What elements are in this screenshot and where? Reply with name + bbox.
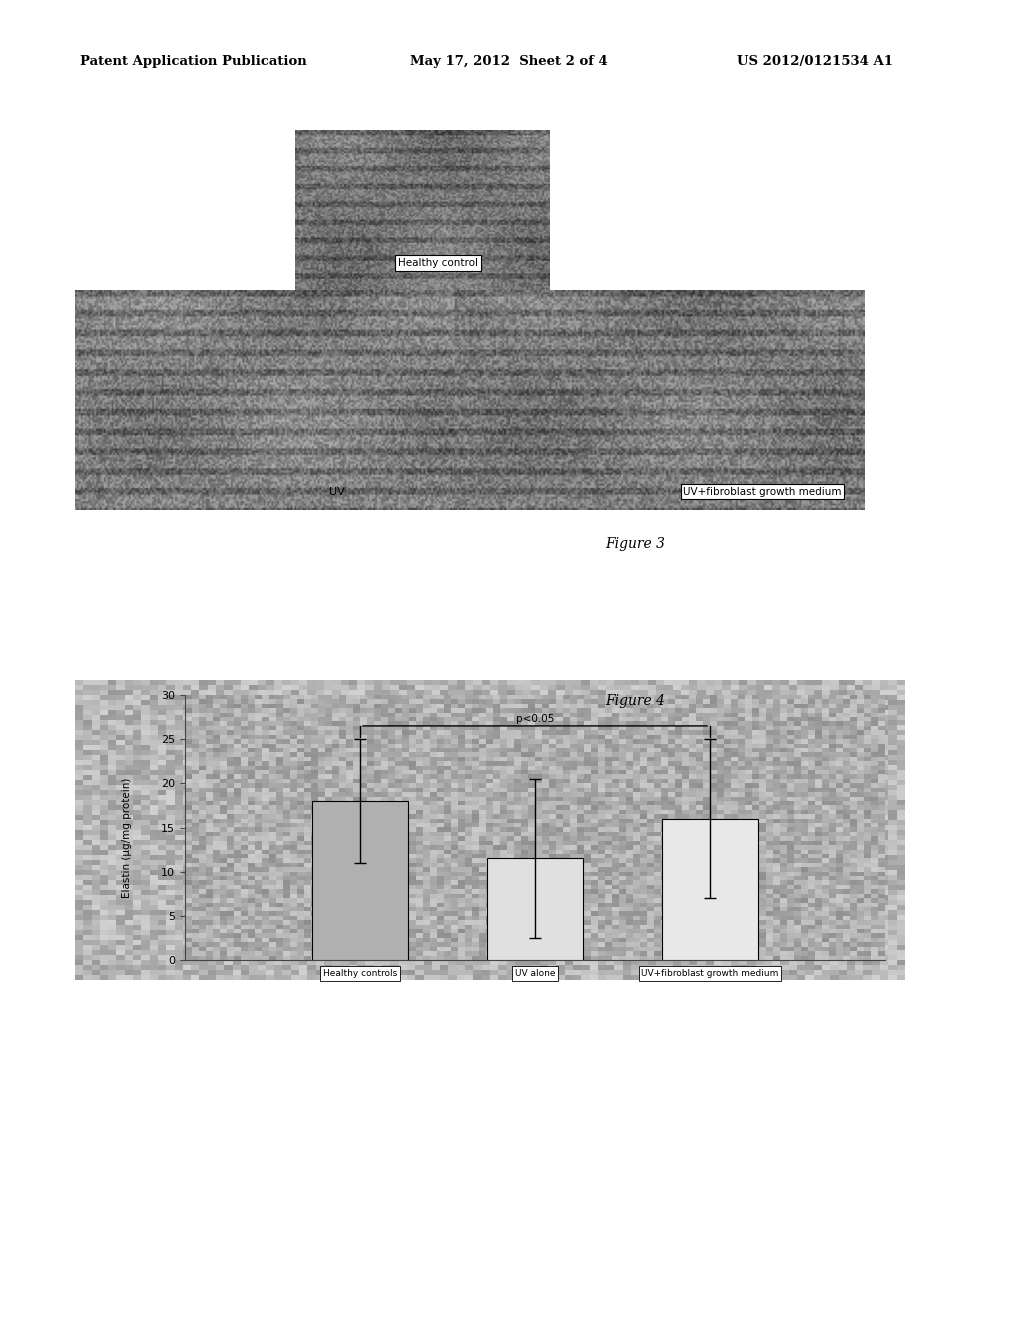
Text: May 17, 2012  Sheet 2 of 4: May 17, 2012 Sheet 2 of 4 [410, 55, 607, 69]
Text: US 2012/0121534 A1: US 2012/0121534 A1 [737, 55, 893, 69]
Text: Patent Application Publication: Patent Application Publication [80, 55, 306, 69]
Bar [662, 818, 758, 960]
Text: Elastin (µg/mg protein): Elastin (µg/mg protein) [122, 777, 132, 898]
Text: Healthy control: Healthy control [397, 259, 478, 268]
Text: p<0.05: p<0.05 [516, 714, 554, 725]
Bar [312, 801, 409, 960]
Text: Figure 3: Figure 3 [605, 537, 665, 552]
Text: Figure 4: Figure 4 [605, 694, 665, 709]
Text: UV: UV [329, 487, 345, 496]
Bar [486, 858, 583, 960]
Text: UV+fibroblast growth medium: UV+fibroblast growth medium [683, 487, 842, 496]
